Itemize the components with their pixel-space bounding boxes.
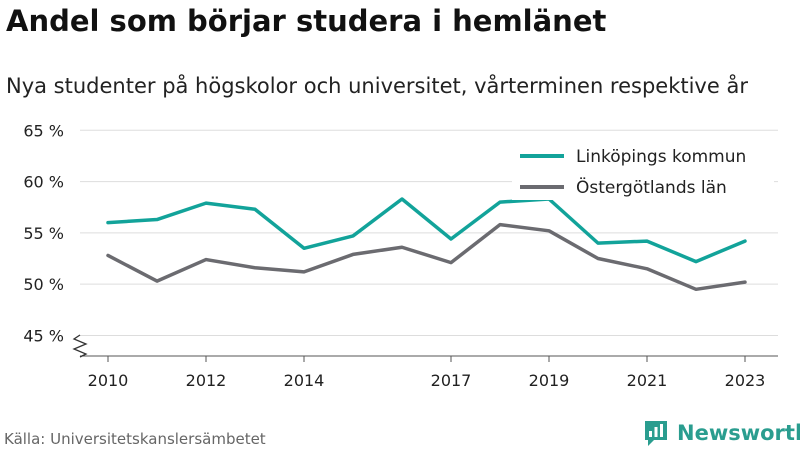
chart-title: Andel som börjar studera i hemlänet — [6, 4, 607, 38]
x-tick-label: 2014 — [284, 371, 325, 390]
x-tick-label: 2019 — [529, 371, 570, 390]
x-tick-label: 2012 — [186, 371, 227, 390]
y-tick-label: 55 % — [23, 224, 64, 243]
source-note: Källa: Universitetskanslersämbetet — [4, 430, 266, 448]
axis-break-icon — [72, 334, 88, 358]
legend-label-1: Linköpings kommun — [576, 147, 746, 167]
newsworthy-logo-icon — [645, 421, 667, 446]
legend-label-2: Östergötlands län — [576, 176, 727, 198]
series-line-1 — [106, 197, 747, 264]
y-tick-label: 65 % — [23, 121, 64, 140]
brand-name: Newsworthy — [677, 421, 800, 445]
chart-subtitle: Nya studenter på högskolor och universit… — [6, 74, 748, 98]
x-tick-label: 2023 — [725, 371, 766, 390]
y-tick-label: 45 % — [23, 326, 64, 345]
line-chart: 45 % 50 % 55 % 60 % 65 % 2010 2012 2014 2017 2019… — [23, 121, 778, 390]
series-line-2 — [106, 222, 747, 292]
y-tick-label: 50 % — [23, 275, 64, 294]
y-tick-label: 60 % — [23, 173, 64, 192]
x-tick-label: 2010 — [88, 371, 129, 390]
x-tick-label: 2017 — [431, 371, 472, 390]
x-tick-label: 2021 — [627, 371, 668, 390]
legend-background — [512, 138, 774, 200]
brand-logo: Newsworthy — [643, 419, 800, 447]
